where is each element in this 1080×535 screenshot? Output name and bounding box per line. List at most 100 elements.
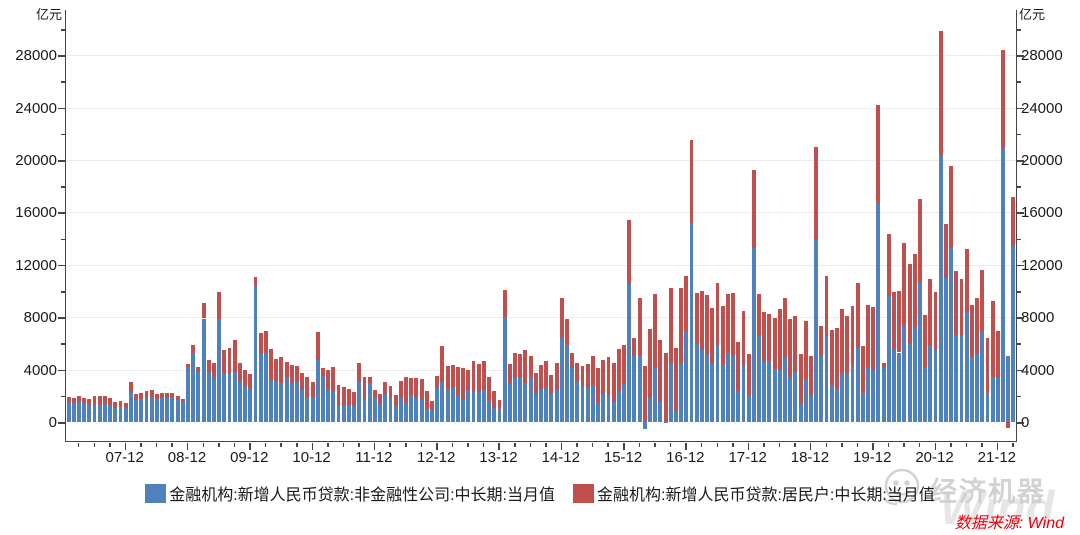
y-axis-tick-label: 20000 [15,152,57,169]
bar-segment-corporate [762,361,767,422]
legend-swatch-red [573,483,594,503]
bar-segment-household [440,345,445,382]
x-axis-tick [77,442,80,447]
x-axis-tick [716,442,718,447]
bar-segment-corporate [668,363,673,422]
bar-segment-corporate [92,404,97,422]
bar-segment-corporate [450,388,455,422]
y-axis-tick-label: 12000 [15,256,57,274]
bar-segment-household [263,330,268,354]
bar-segment-corporate [653,368,658,422]
bar-segment-corporate [300,390,305,422]
bar-segment-household [668,288,673,364]
bar-segment-household [341,387,346,405]
bar-segment-household [445,366,450,391]
bar-segment-corporate [87,405,92,422]
bar-segment-household [902,242,907,326]
bar-segment-corporate [346,404,351,422]
x-axis-tick [747,442,750,450]
bar-segment-corporate [315,360,320,422]
bar-segment-corporate [481,390,486,422]
bar-segment-corporate [165,397,170,422]
bar-segment-household [295,365,299,382]
bar-segment-household [71,397,76,403]
bar-segment-household [409,377,414,395]
bar-segment-corporate [383,394,388,422]
y-axis-tick [61,81,65,83]
bar-segment-household [949,166,954,248]
bar-segment-household [227,347,232,375]
bar-segment-household [990,300,995,378]
bar-segment-household [699,291,704,351]
y-axis-tick [1016,238,1021,241]
bar-segment-corporate [912,326,917,422]
bar-segment-corporate [585,387,590,422]
bar-segment-household [393,395,398,406]
y-axis-tick [58,55,65,57]
bar-segment-household [918,198,922,283]
bar-segment-corporate [108,404,113,422]
bar-segment-corporate [471,391,476,422]
bar-segment-household [139,392,144,400]
bar-segment-corporate [196,372,201,422]
y-axis-tick-label: 20000 [1021,152,1063,169]
bar-segment-corporate [497,409,502,422]
bar-segment-corporate [201,318,206,422]
x-axis-tick [373,442,376,450]
x-axis-tick [202,442,205,447]
bar-segment-household [87,399,92,406]
bar-segment-household [300,373,305,391]
bar-segment-household [689,140,694,223]
bar-segment-household [964,249,969,313]
x-axis-tick [685,442,687,450]
bar-segment-corporate [409,395,414,422]
x-axis-tick [249,442,251,450]
bar-segment-household [502,290,507,317]
legend-label-corporate: 金融机构:新增人民币贷款:非金融性公司:中长期:当月值 [169,487,555,504]
bar-segment-corporate [725,352,730,422]
bar-segment-corporate [627,283,632,422]
y-axis-tick [58,317,65,319]
y-axis-tick [58,369,65,372]
bar-segment-corporate [658,402,663,422]
x-axis-tick [591,442,594,447]
bar-segment-corporate [622,384,626,422]
x-axis-tick-label: 16-12 [666,449,705,466]
bar-segment-household [113,402,118,408]
x-axis-tick-label: 17-12 [728,449,767,466]
bar-segment-household [492,390,497,408]
y-axis-tick [1016,107,1024,110]
bar-segment-household [897,291,902,353]
bar-segment-household [705,295,710,354]
bar-segment-corporate [1006,355,1011,422]
x-axis-tick-label: 18-12 [790,449,830,466]
bar-segment-corporate [855,348,860,422]
bar-segment-household [321,367,325,377]
bar-segment-corporate [596,403,601,422]
y-axis-tick-label: 12000 [1021,256,1063,274]
bar-segment-corporate [331,391,336,422]
x-axis-tick [186,442,189,450]
bar-segment-household [622,345,626,384]
bar-segment-household [642,365,647,422]
bar-segment-corporate [440,381,445,422]
bar-segment-corporate [539,390,543,422]
bar-segment-household [352,391,357,406]
bar-segment-corporate [964,312,969,422]
bar-segment-household [160,392,164,399]
bar-segment-corporate [715,346,720,422]
bar-segment-household [772,317,777,370]
bar-segment-household [388,385,393,399]
bar-segment-corporate [253,285,258,422]
bar-segment-household [575,363,580,382]
bar-segment-corporate [559,336,564,422]
bar-segment-corporate [772,369,777,422]
bar-segment-corporate [321,376,325,422]
y-axis-tick [1016,186,1021,188]
bar-segment-household [746,354,751,396]
bar-segment-household [943,224,948,278]
bar-segment-household [134,394,139,400]
bar-segment-household [809,355,813,397]
bar-segment-household [466,369,471,391]
bar-segment-corporate [741,365,746,422]
